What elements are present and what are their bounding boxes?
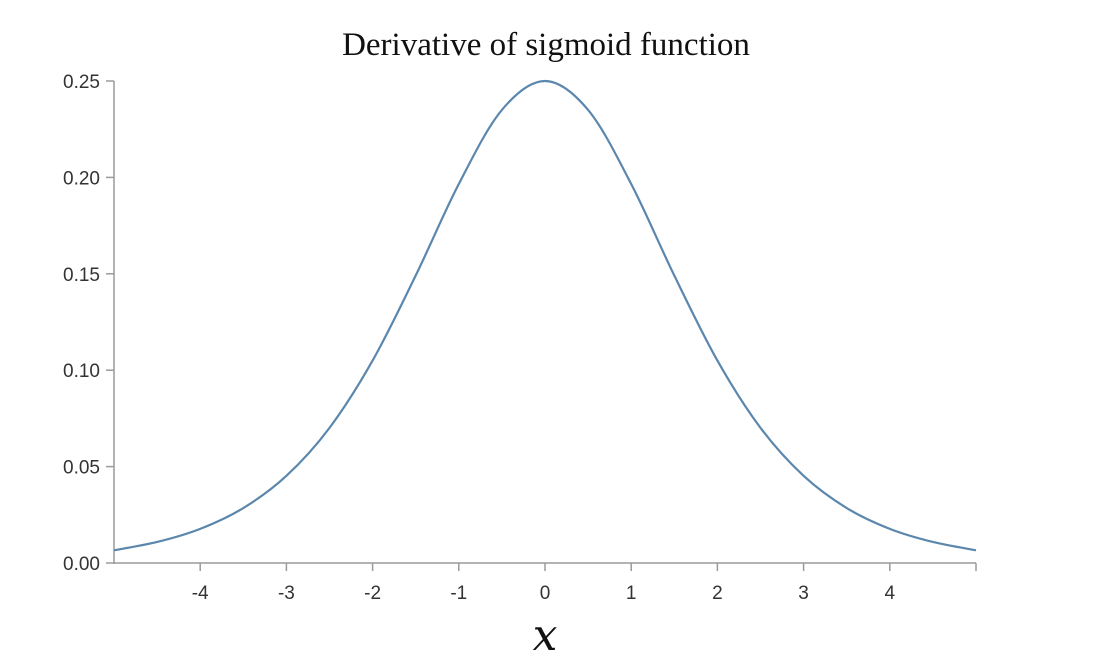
x-tick-label: -2 bbox=[364, 583, 381, 604]
x-tick-label: -4 bbox=[192, 583, 209, 604]
x-ticks: -4 -3 -2 -1 0 1 2 3 4 bbox=[192, 563, 896, 604]
series-group bbox=[113, 79, 977, 552]
y-tick-label: 0.10 bbox=[63, 361, 100, 382]
y-tick-label: 0.05 bbox=[63, 458, 100, 479]
y-tick-label: 0.20 bbox=[63, 168, 100, 189]
x-tick-label: 4 bbox=[885, 583, 896, 604]
y-tick-label: 0.00 bbox=[63, 554, 100, 575]
x-axis-label: x bbox=[533, 610, 558, 661]
x-tick-label: 3 bbox=[798, 583, 809, 604]
series-line bbox=[113, 79, 977, 552]
x-tick-label: 0 bbox=[540, 583, 551, 604]
chart-title: Derivative of sigmoid function bbox=[342, 27, 750, 63]
x-tick-label: 2 bbox=[712, 583, 723, 604]
x-tick-label: -1 bbox=[450, 583, 467, 604]
y-tick-label: 0.15 bbox=[63, 265, 100, 286]
x-tick-label: -3 bbox=[278, 583, 295, 604]
axes bbox=[113, 81, 977, 571]
y-ticks: 0.00 0.05 0.10 0.15 0.20 0.25 bbox=[63, 72, 114, 575]
y-tick-label: 0.25 bbox=[63, 72, 100, 93]
x-tick-label: 1 bbox=[626, 583, 637, 604]
